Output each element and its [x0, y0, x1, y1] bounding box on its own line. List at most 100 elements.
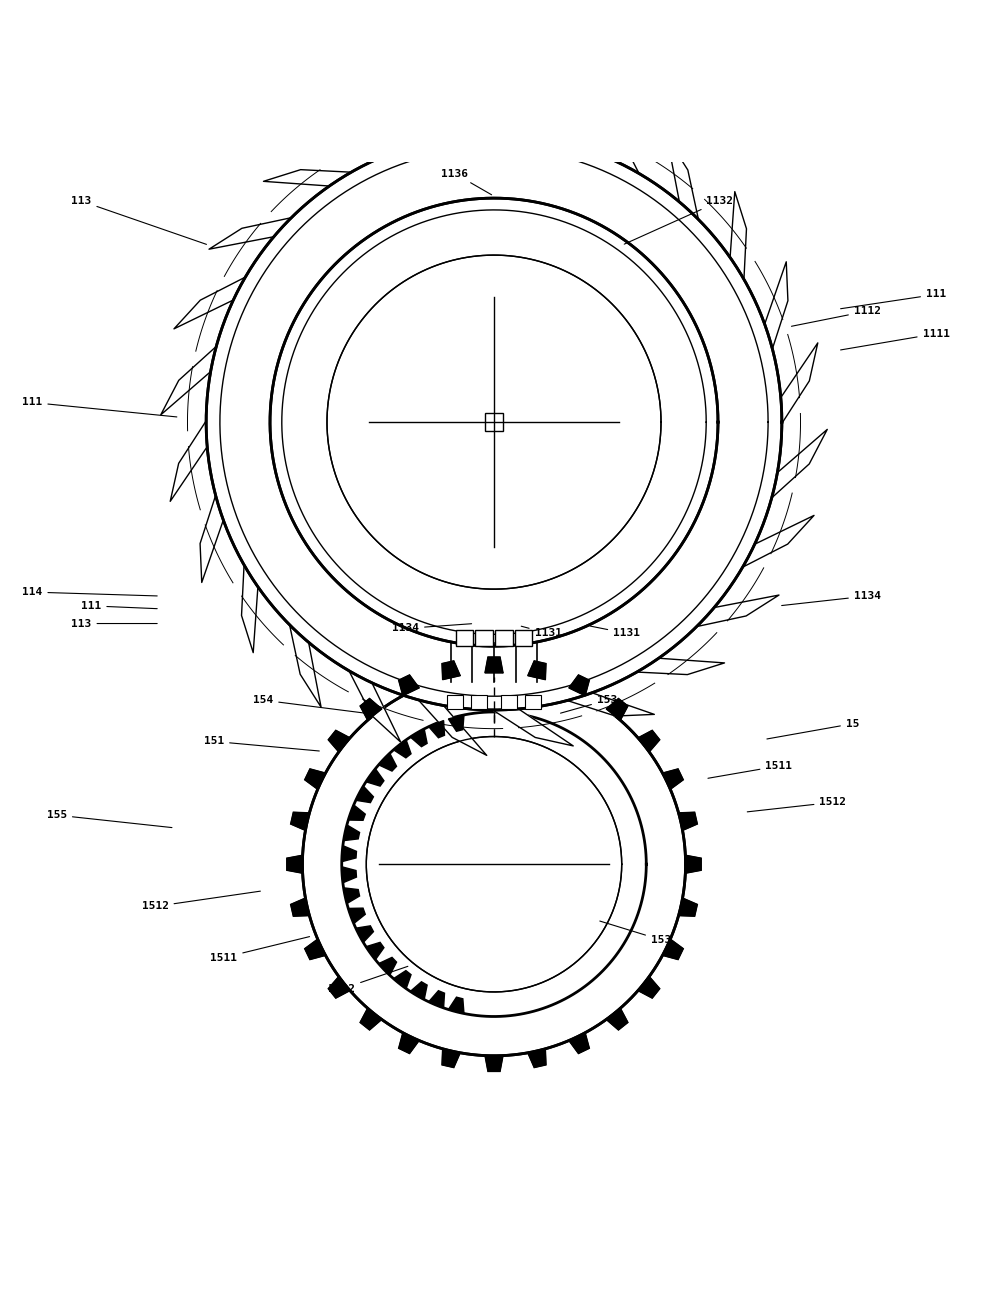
Polygon shape: [408, 688, 487, 755]
Bar: [495, 631, 513, 646]
Polygon shape: [761, 430, 827, 508]
Polygon shape: [501, 89, 580, 155]
Bar: [475, 631, 493, 646]
Text: 1512: 1512: [141, 891, 261, 912]
Polygon shape: [667, 137, 701, 234]
Polygon shape: [442, 661, 460, 679]
Bar: [447, 695, 462, 709]
Polygon shape: [290, 899, 309, 917]
Polygon shape: [569, 1033, 590, 1054]
Polygon shape: [553, 688, 654, 716]
Polygon shape: [302, 673, 686, 1055]
Polygon shape: [342, 867, 357, 883]
Polygon shape: [761, 261, 787, 363]
Polygon shape: [304, 769, 325, 789]
Polygon shape: [587, 102, 646, 187]
Polygon shape: [682, 596, 779, 629]
Polygon shape: [679, 812, 698, 831]
Bar: [471, 695, 487, 709]
Polygon shape: [270, 199, 718, 646]
Polygon shape: [729, 516, 814, 575]
Polygon shape: [366, 943, 384, 960]
Polygon shape: [449, 998, 464, 1013]
Text: 1134: 1134: [782, 592, 881, 606]
Polygon shape: [415, 98, 508, 142]
Polygon shape: [398, 1033, 419, 1054]
Polygon shape: [206, 135, 782, 710]
Polygon shape: [356, 786, 373, 803]
Text: 1512: 1512: [328, 966, 408, 994]
Text: 1131: 1131: [522, 626, 561, 639]
Polygon shape: [290, 812, 309, 831]
Text: 1512: 1512: [747, 798, 847, 812]
Polygon shape: [729, 192, 747, 294]
Polygon shape: [679, 899, 698, 917]
Polygon shape: [663, 939, 684, 960]
Text: 1136: 1136: [442, 168, 492, 195]
Bar: [526, 695, 541, 709]
Polygon shape: [209, 214, 306, 249]
Polygon shape: [480, 701, 573, 746]
Polygon shape: [638, 977, 660, 998]
Polygon shape: [304, 939, 325, 960]
Polygon shape: [174, 270, 259, 329]
Polygon shape: [607, 699, 628, 720]
Polygon shape: [410, 729, 427, 747]
Text: 15: 15: [767, 718, 860, 739]
Polygon shape: [366, 769, 384, 786]
Polygon shape: [410, 982, 427, 999]
Polygon shape: [344, 825, 360, 841]
Bar: [485, 413, 503, 431]
Polygon shape: [327, 255, 661, 589]
Polygon shape: [528, 1049, 546, 1067]
Polygon shape: [607, 1008, 628, 1030]
Polygon shape: [201, 481, 227, 582]
Polygon shape: [344, 888, 360, 904]
Polygon shape: [161, 336, 227, 415]
Bar: [501, 695, 517, 709]
Text: 154: 154: [253, 695, 369, 713]
Text: 153: 153: [560, 695, 618, 713]
Bar: [455, 631, 473, 646]
Polygon shape: [569, 675, 590, 696]
Polygon shape: [528, 661, 546, 679]
Text: 1511: 1511: [708, 761, 792, 778]
Text: 114: 114: [22, 588, 157, 597]
Text: 1511: 1511: [210, 936, 309, 963]
Polygon shape: [429, 721, 445, 738]
Bar: [515, 631, 533, 646]
Text: 155: 155: [46, 810, 172, 828]
Text: 153: 153: [600, 921, 671, 944]
Polygon shape: [378, 957, 396, 976]
Polygon shape: [429, 991, 445, 1008]
Polygon shape: [393, 970, 411, 989]
Polygon shape: [485, 1055, 503, 1071]
Polygon shape: [686, 855, 701, 874]
Polygon shape: [360, 699, 381, 720]
Text: 111: 111: [22, 397, 177, 417]
Polygon shape: [349, 804, 366, 820]
Polygon shape: [342, 657, 401, 742]
Polygon shape: [334, 128, 435, 155]
Polygon shape: [393, 741, 411, 757]
Text: 1132: 1132: [624, 196, 733, 244]
Polygon shape: [774, 343, 818, 436]
Text: 1131: 1131: [590, 626, 640, 639]
Polygon shape: [485, 657, 503, 673]
Polygon shape: [442, 1049, 460, 1067]
Polygon shape: [342, 846, 357, 862]
Text: 1112: 1112: [791, 306, 881, 326]
Text: 1111: 1111: [841, 329, 949, 350]
Polygon shape: [287, 855, 302, 874]
Polygon shape: [356, 926, 373, 943]
Polygon shape: [398, 675, 419, 696]
Polygon shape: [170, 409, 214, 502]
Polygon shape: [241, 550, 259, 653]
Polygon shape: [264, 170, 367, 187]
Polygon shape: [449, 714, 464, 731]
Text: 111: 111: [81, 601, 157, 611]
Polygon shape: [378, 754, 396, 771]
Polygon shape: [328, 730, 350, 752]
Polygon shape: [328, 977, 350, 998]
Text: 113: 113: [71, 619, 157, 628]
